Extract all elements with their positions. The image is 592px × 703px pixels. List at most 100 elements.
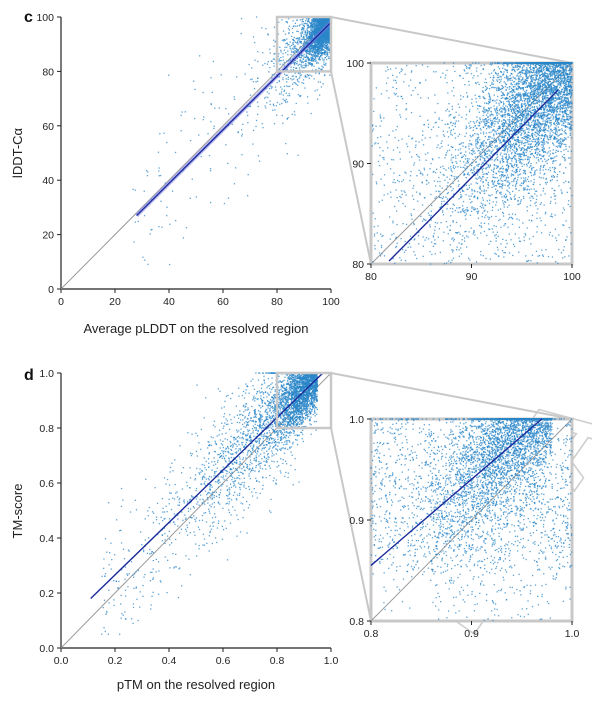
scatter-point xyxy=(301,31,303,33)
scatter-point xyxy=(480,180,482,182)
scatter-point xyxy=(159,174,162,177)
scatter-point xyxy=(309,26,311,28)
scatter-point xyxy=(256,101,259,103)
scatter-point xyxy=(257,155,260,157)
scatter-point xyxy=(210,120,212,123)
scatter-point xyxy=(547,141,549,143)
scatter-point xyxy=(286,118,288,120)
y-tick-label: 60 xyxy=(42,121,54,133)
scatter-point xyxy=(302,79,305,81)
scatter-point xyxy=(305,66,307,68)
scatter-point xyxy=(240,17,243,20)
scatter-point xyxy=(252,36,255,38)
scatter-point xyxy=(301,23,303,25)
scatter-point xyxy=(209,170,212,172)
scatter-point xyxy=(307,102,309,104)
scatter-point xyxy=(480,121,482,123)
scatter-point xyxy=(541,146,543,149)
scatter-point xyxy=(311,64,313,66)
scatter-point xyxy=(482,157,484,159)
scatter-point xyxy=(312,17,314,20)
scatter-point xyxy=(307,40,309,42)
scatter-point xyxy=(526,124,528,126)
scatter-point xyxy=(296,30,298,32)
scatter-point xyxy=(163,132,165,134)
scatter-point xyxy=(301,28,303,30)
scatter-point xyxy=(309,74,311,76)
scatter-point xyxy=(524,177,527,179)
scatter-point xyxy=(319,19,322,22)
scatter-point xyxy=(509,193,511,195)
scatter-point xyxy=(502,202,504,204)
scatter-point xyxy=(265,96,267,98)
scatter-point xyxy=(507,190,509,193)
scatter-point xyxy=(309,47,311,50)
scatter-point xyxy=(255,119,258,122)
scatter-point xyxy=(304,31,307,33)
scatter-point xyxy=(281,114,283,117)
x-tick-label: 80 xyxy=(365,271,377,283)
scatter-point xyxy=(273,73,275,76)
scatter-point xyxy=(463,161,465,163)
scatter-point xyxy=(555,151,557,153)
scatter-point xyxy=(257,77,259,79)
scatter-point xyxy=(244,73,246,75)
scatter-point xyxy=(474,152,476,154)
scatter-point xyxy=(289,95,291,97)
scatter-point xyxy=(283,49,286,51)
scatter-point xyxy=(317,49,319,51)
scatter-point xyxy=(258,160,261,162)
scatter-point xyxy=(294,47,297,49)
scatter-point xyxy=(318,58,320,60)
scatter-point xyxy=(185,227,188,229)
scatter-point xyxy=(241,135,243,137)
scatter-point xyxy=(255,16,258,18)
scatter-point xyxy=(269,48,271,50)
scatter-point xyxy=(289,47,291,50)
scatter-point xyxy=(267,61,269,63)
scatter-point xyxy=(313,50,316,52)
scatter-point xyxy=(496,99,498,101)
scatter-point xyxy=(470,170,472,172)
scatter-point xyxy=(317,21,319,23)
scatter-point xyxy=(320,52,322,54)
scatter-point xyxy=(316,62,318,64)
scatter-point xyxy=(315,27,317,29)
scatter-point xyxy=(324,20,326,22)
scatter-point xyxy=(297,30,299,33)
x-tick-label: 90 xyxy=(466,271,478,283)
scatter-point xyxy=(274,86,277,88)
scatter-point xyxy=(536,72,538,74)
scatter-point xyxy=(303,27,305,29)
scatter-point xyxy=(169,223,171,225)
scatter-point xyxy=(318,20,321,22)
scatter-point xyxy=(310,27,312,29)
scatter-point xyxy=(524,107,526,109)
scatter-point xyxy=(329,74,331,76)
scatter-point xyxy=(454,209,456,212)
scatter-point xyxy=(255,125,257,128)
scatter-point xyxy=(479,117,481,119)
scatter-point xyxy=(292,43,294,45)
scatter-point xyxy=(504,111,506,114)
scatter-point xyxy=(554,214,556,216)
scatter-point xyxy=(299,95,301,97)
scatter-point xyxy=(323,74,326,77)
scatter-point xyxy=(210,77,212,79)
scatter-point xyxy=(493,135,495,137)
scatter-point xyxy=(227,197,230,199)
scatter-point xyxy=(567,203,569,206)
scatter-point xyxy=(269,100,271,102)
scatter-point xyxy=(319,40,321,42)
scatter-point xyxy=(307,27,309,29)
scatter-point xyxy=(322,34,324,37)
scatter-point xyxy=(315,43,317,45)
scatter-point xyxy=(443,168,445,170)
scatter-point xyxy=(233,96,235,98)
scatter-point xyxy=(316,19,318,21)
scatter-point xyxy=(502,67,504,69)
scatter-point xyxy=(322,24,324,26)
scatter-point xyxy=(257,105,259,108)
scatter-point xyxy=(143,215,146,217)
scatter-point xyxy=(282,77,284,79)
